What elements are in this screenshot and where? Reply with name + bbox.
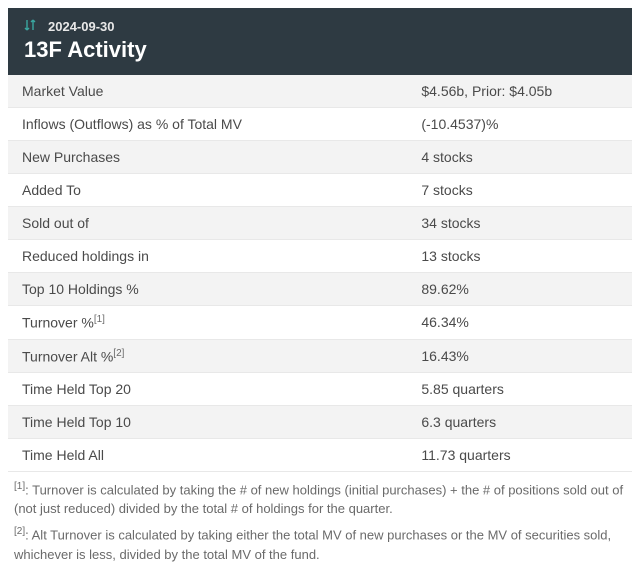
activity-card: 2024-09-30 13F Activity Market Value$4.5… bbox=[8, 8, 632, 574]
sort-icon[interactable] bbox=[24, 18, 36, 35]
row-value: 46.34% bbox=[407, 306, 632, 340]
footnote-ref: [1] bbox=[94, 314, 105, 325]
row-value: 11.73 quarters bbox=[407, 439, 632, 472]
row-label: Top 10 Holdings % bbox=[8, 273, 407, 306]
table-row: Time Held All11.73 quarters bbox=[8, 439, 632, 472]
row-label: Sold out of bbox=[8, 207, 407, 240]
row-value: 5.85 quarters bbox=[407, 373, 632, 406]
row-label: Turnover %[1] bbox=[8, 306, 407, 340]
footnote-ref: [2] bbox=[113, 348, 124, 359]
table-row: Time Held Top 205.85 quarters bbox=[8, 373, 632, 406]
table-row: Turnover Alt %[2]16.43% bbox=[8, 339, 632, 373]
row-label: Inflows (Outflows) as % of Total MV bbox=[8, 108, 407, 141]
row-label: Added To bbox=[8, 174, 407, 207]
row-value: 7 stocks bbox=[407, 174, 632, 207]
table-row: Inflows (Outflows) as % of Total MV(-10.… bbox=[8, 108, 632, 141]
row-value: 6.3 quarters bbox=[407, 406, 632, 439]
table-row: New Purchases4 stocks bbox=[8, 141, 632, 174]
row-label: Reduced holdings in bbox=[8, 240, 407, 273]
row-label: Market Value bbox=[8, 75, 407, 108]
row-label: Time Held Top 10 bbox=[8, 406, 407, 439]
row-label: Time Held All bbox=[8, 439, 407, 472]
table-row: Top 10 Holdings %89.62% bbox=[8, 273, 632, 306]
table-row: Added To7 stocks bbox=[8, 174, 632, 207]
row-label: Turnover Alt %[2] bbox=[8, 339, 407, 373]
footnote-text: : Turnover is calculated by taking the #… bbox=[14, 483, 623, 517]
footnotes: [1]: Turnover is calculated by taking th… bbox=[8, 472, 632, 574]
row-label: New Purchases bbox=[8, 141, 407, 174]
row-value: (-10.4537)% bbox=[407, 108, 632, 141]
table-row: Sold out of34 stocks bbox=[8, 207, 632, 240]
header-date: 2024-09-30 bbox=[48, 19, 115, 34]
row-value: $4.56b, Prior: $4.05b bbox=[407, 75, 632, 108]
footnote: [1]: Turnover is calculated by taking th… bbox=[14, 480, 626, 519]
table-row: Reduced holdings in13 stocks bbox=[8, 240, 632, 273]
header-title: 13F Activity bbox=[24, 37, 616, 63]
row-value: 89.62% bbox=[407, 273, 632, 306]
row-value: 4 stocks bbox=[407, 141, 632, 174]
row-value: 13 stocks bbox=[407, 240, 632, 273]
activity-table-body: Market Value$4.56b, Prior: $4.05bInflows… bbox=[8, 75, 632, 472]
card-header: 2024-09-30 13F Activity bbox=[8, 8, 632, 75]
row-label: Time Held Top 20 bbox=[8, 373, 407, 406]
table-row: Turnover %[1]46.34% bbox=[8, 306, 632, 340]
row-value: 16.43% bbox=[407, 339, 632, 373]
header-top-row: 2024-09-30 bbox=[24, 18, 616, 35]
table-row: Time Held Top 106.3 quarters bbox=[8, 406, 632, 439]
footnote-marker: [2] bbox=[14, 526, 25, 537]
footnote-marker: [1] bbox=[14, 481, 25, 492]
row-value: 34 stocks bbox=[407, 207, 632, 240]
table-row: Market Value$4.56b, Prior: $4.05b bbox=[8, 75, 632, 108]
activity-table: Market Value$4.56b, Prior: $4.05bInflows… bbox=[8, 75, 632, 472]
